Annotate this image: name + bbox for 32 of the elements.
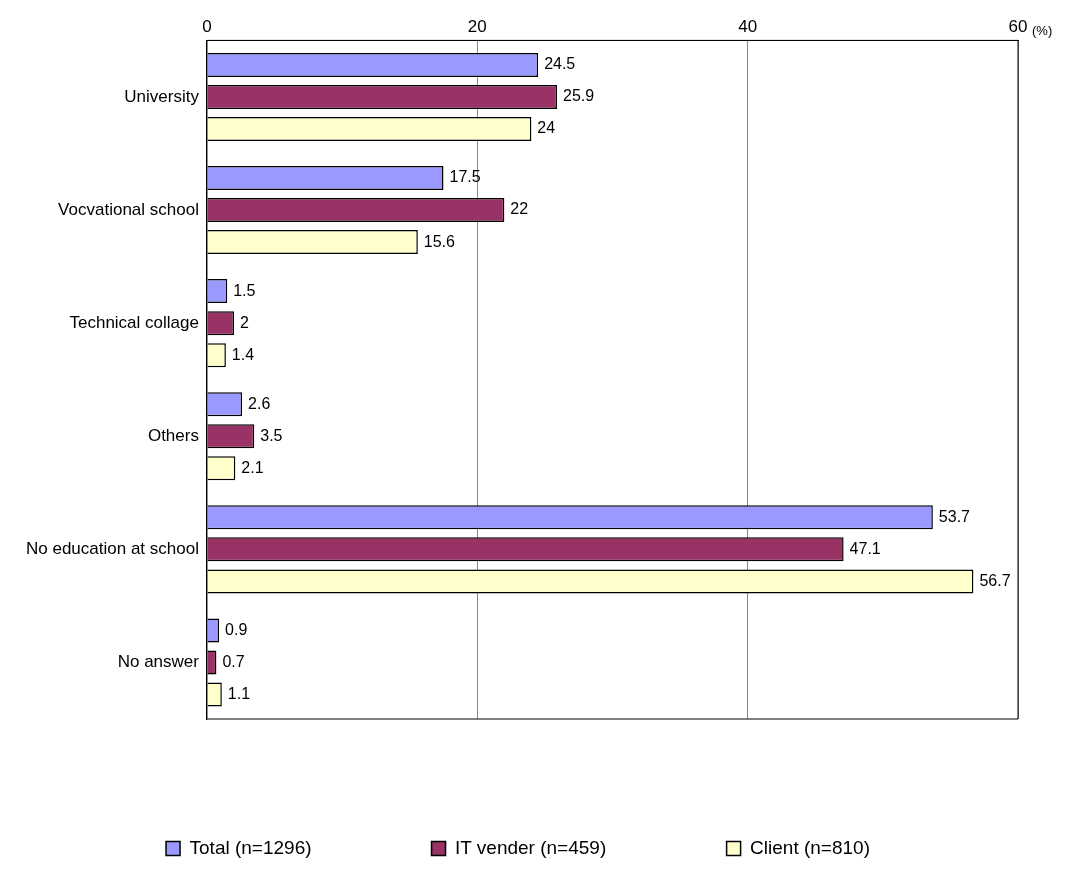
data-label: 0.9 bbox=[225, 620, 248, 638]
data-label: 53.7 bbox=[938, 507, 971, 525]
data-label: 24 bbox=[537, 119, 556, 137]
data-label: 1.4 bbox=[231, 345, 255, 363]
y-tick-label: Technical collage bbox=[69, 312, 199, 332]
data-label: 2 bbox=[239, 313, 249, 331]
data-label: 56.7 bbox=[979, 571, 1011, 589]
data-label: 47.1 bbox=[849, 539, 881, 557]
data-label: 17.5 bbox=[449, 168, 481, 186]
x-tick-label: 60 bbox=[1008, 16, 1028, 36]
y-tick-label: University bbox=[124, 86, 200, 106]
legend-label: IT vender (n=459) bbox=[455, 836, 607, 858]
data-label: 15.6 bbox=[423, 232, 456, 250]
x-tick-label: 0 bbox=[202, 16, 212, 36]
y-tick-label: No education at school bbox=[25, 539, 199, 559]
data-label: 24.5 bbox=[544, 55, 576, 73]
data-label: 1.5 bbox=[233, 281, 256, 299]
data-label: 1.1 bbox=[227, 684, 251, 702]
data-label: 3.5 bbox=[260, 426, 283, 444]
data-label: 0.7 bbox=[222, 652, 245, 670]
legend-label: Total (n=1296) bbox=[189, 836, 312, 858]
y-tick-label: Others bbox=[147, 425, 199, 445]
y-tick-label: Vocvational school bbox=[58, 199, 199, 219]
data-label: 22 bbox=[510, 200, 529, 218]
data-label: 2.1 bbox=[241, 458, 264, 476]
data-label: 25.9 bbox=[563, 87, 595, 105]
data-label: 2.6 bbox=[248, 394, 271, 412]
x-tick-label: 40 bbox=[738, 16, 758, 36]
x-tick-label: 20 bbox=[467, 16, 487, 36]
y-tick-label: No answer bbox=[117, 652, 200, 672]
x-axis-title: (%) bbox=[1032, 23, 1053, 39]
legend-label: Client (n=810) bbox=[750, 836, 870, 858]
